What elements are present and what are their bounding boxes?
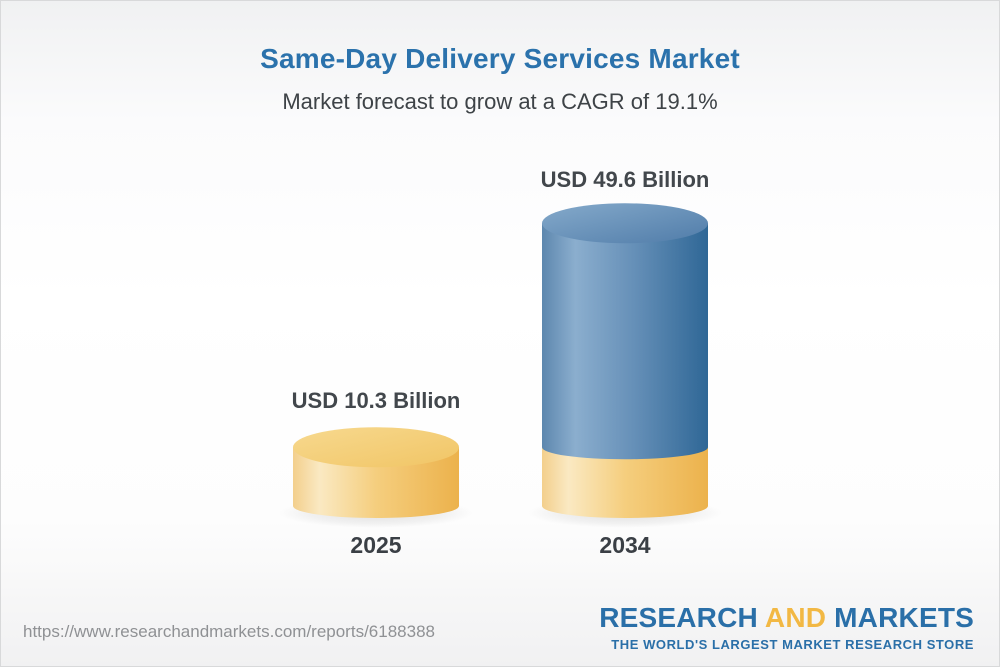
- chart-subtitle: Market forecast to grow at a CAGR of 19.…: [282, 89, 718, 114]
- chart-title: Same-Day Delivery Services Market: [260, 43, 740, 74]
- logo-wordmark: RESEARCH AND MARKETS: [599, 604, 974, 632]
- bar-category-label-2025: 2025: [350, 532, 402, 558]
- logo-tagline: THE WORLD'S LARGEST MARKET RESEARCH STOR…: [611, 637, 974, 652]
- bar-value-label-2025: USD 10.3 Billion: [291, 388, 461, 413]
- logo-word-markets: MARKETS: [834, 602, 974, 633]
- logo-word-and: AND: [764, 602, 827, 633]
- report-url: https://www.researchandmarkets.com/repor…: [23, 622, 435, 641]
- bar-category-label-2034: 2034: [599, 532, 651, 558]
- research-and-markets-logo: RESEARCH AND MARKETS THE WORLD'S LARGEST…: [599, 604, 974, 653]
- bar-value-label-2034: USD 49.6 Billion: [540, 167, 710, 192]
- logo-word-research: RESEARCH: [599, 602, 758, 633]
